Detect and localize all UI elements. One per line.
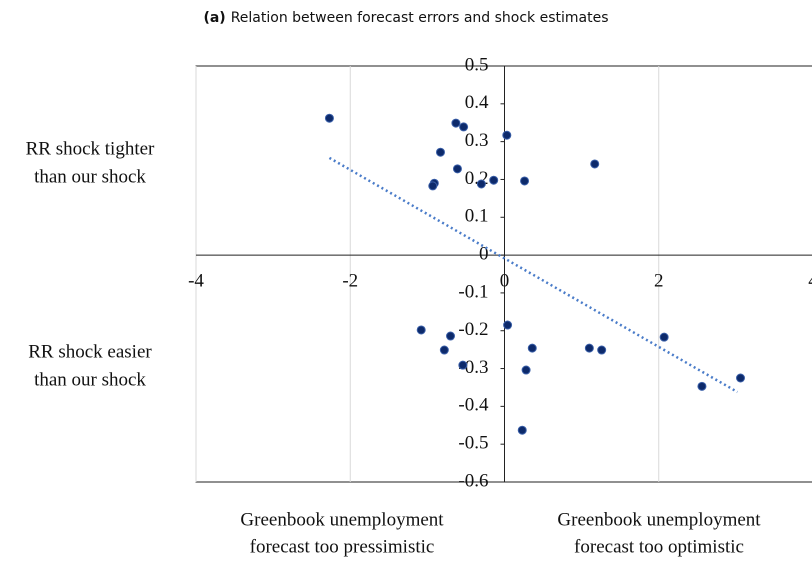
point: [520, 176, 530, 186]
point: [517, 425, 527, 435]
y-annotation: RR shock tighter: [26, 138, 155, 159]
point: [428, 181, 438, 191]
x-tick-label: -4: [188, 270, 204, 291]
point: [451, 118, 461, 128]
point: [697, 381, 707, 391]
trendline: [328, 156, 739, 394]
point: [458, 360, 468, 370]
point: [476, 179, 486, 189]
y-annotation: RR shock easier: [28, 341, 152, 362]
y-annotation: than our shock: [34, 166, 146, 187]
point: [435, 147, 445, 157]
point: [584, 343, 594, 353]
x-annotation: forecast too pressimistic: [250, 536, 435, 557]
y-tick-label: -0.5: [458, 433, 488, 454]
chart-title-group: (a) Relation between forecast errors and …: [203, 10, 608, 26]
point: [527, 343, 537, 353]
y-tick-label: 0.4: [465, 92, 489, 113]
point: [324, 113, 334, 123]
point: [439, 345, 449, 355]
point: [597, 345, 607, 355]
y-tick-label: -0.2: [458, 319, 488, 340]
y-tick-label: -0.4: [458, 395, 489, 416]
point: [489, 175, 499, 185]
point: [521, 365, 531, 375]
point: [452, 164, 462, 174]
x-tick-label: 4: [808, 270, 812, 291]
point: [659, 332, 669, 342]
x-tick-label: -2: [342, 270, 358, 291]
y-tick-label: -0.1: [458, 281, 488, 302]
y-tick-label: 0: [479, 243, 489, 264]
point: [736, 373, 746, 383]
point: [459, 122, 469, 132]
y-tick-label: 0.5: [465, 54, 489, 75]
point: [416, 325, 426, 335]
x-annotation: Greenbook unemployment: [240, 509, 444, 530]
point: [503, 320, 513, 330]
x-annotation: forecast too optimistic: [574, 536, 744, 557]
point: [590, 159, 600, 169]
point: [502, 130, 512, 140]
y-annotation: than our shock: [34, 369, 146, 390]
x-annotation: Greenbook unemployment: [557, 509, 761, 530]
chart-title: Relation between forecast errors and sho…: [231, 10, 609, 26]
x-tick-label: 2: [654, 270, 664, 291]
y-tick-label: 0.1: [465, 206, 489, 227]
panel-label: (a): [203, 10, 225, 26]
point: [446, 331, 456, 341]
y-tick-label: 0.3: [465, 130, 489, 151]
y-tick-label: -0.6: [458, 470, 488, 491]
